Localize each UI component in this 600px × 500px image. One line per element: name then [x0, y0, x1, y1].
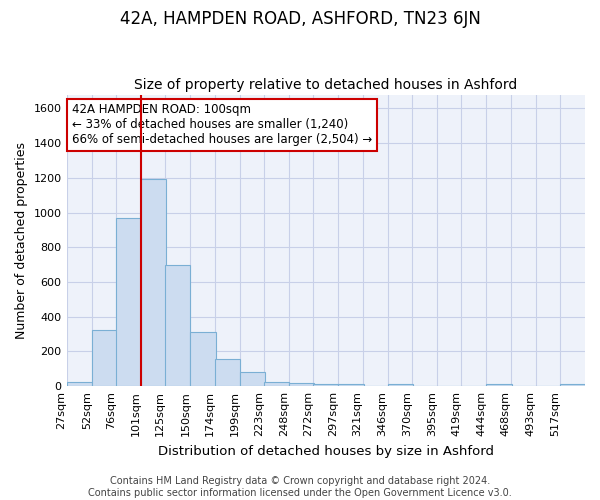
Text: Contains HM Land Registry data © Crown copyright and database right 2024.
Contai: Contains HM Land Registry data © Crown c…: [88, 476, 512, 498]
Text: 42A, HAMPDEN ROAD, ASHFORD, TN23 6JN: 42A, HAMPDEN ROAD, ASHFORD, TN23 6JN: [119, 10, 481, 28]
Text: 42A HAMPDEN ROAD: 100sqm
← 33% of detached houses are smaller (1,240)
66% of sem: 42A HAMPDEN ROAD: 100sqm ← 33% of detach…: [72, 104, 372, 146]
Title: Size of property relative to detached houses in Ashford: Size of property relative to detached ho…: [134, 78, 517, 92]
Bar: [264, 382, 289, 386]
Bar: [141, 178, 166, 386]
Y-axis label: Number of detached properties: Number of detached properties: [15, 142, 28, 339]
Bar: [338, 384, 364, 386]
Bar: [215, 360, 239, 386]
Bar: [289, 382, 314, 386]
Bar: [487, 384, 512, 386]
Bar: [190, 332, 215, 386]
Bar: [116, 218, 141, 386]
Bar: [560, 384, 585, 386]
Bar: [388, 384, 413, 386]
Bar: [92, 330, 117, 386]
Bar: [165, 264, 190, 386]
Bar: [313, 384, 338, 386]
Bar: [67, 382, 92, 386]
Bar: [239, 372, 265, 386]
X-axis label: Distribution of detached houses by size in Ashford: Distribution of detached houses by size …: [158, 444, 494, 458]
